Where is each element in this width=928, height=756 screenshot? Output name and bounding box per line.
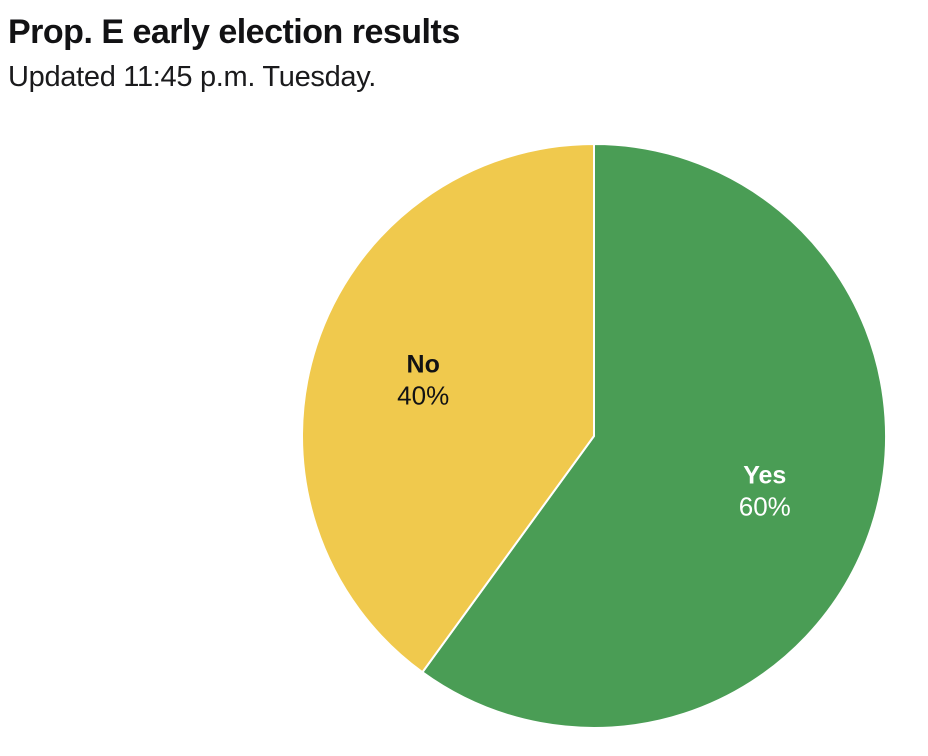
- chart-title: Prop. E early election results: [8, 13, 460, 51]
- pie-slice-yes: [421, 143, 887, 729]
- chart-header: Prop. E early election results Updated 1…: [8, 12, 460, 95]
- slice-label-value-no: 40%: [397, 381, 449, 411]
- slice-label-name-no: No: [407, 351, 440, 379]
- chart-subtitle: Updated 11:45 p.m. Tuesday.: [8, 60, 377, 93]
- slice-label-value-yes: 60%: [739, 492, 791, 522]
- pie-slice-no: [301, 143, 595, 674]
- slice-label-name-yes: Yes: [743, 462, 786, 490]
